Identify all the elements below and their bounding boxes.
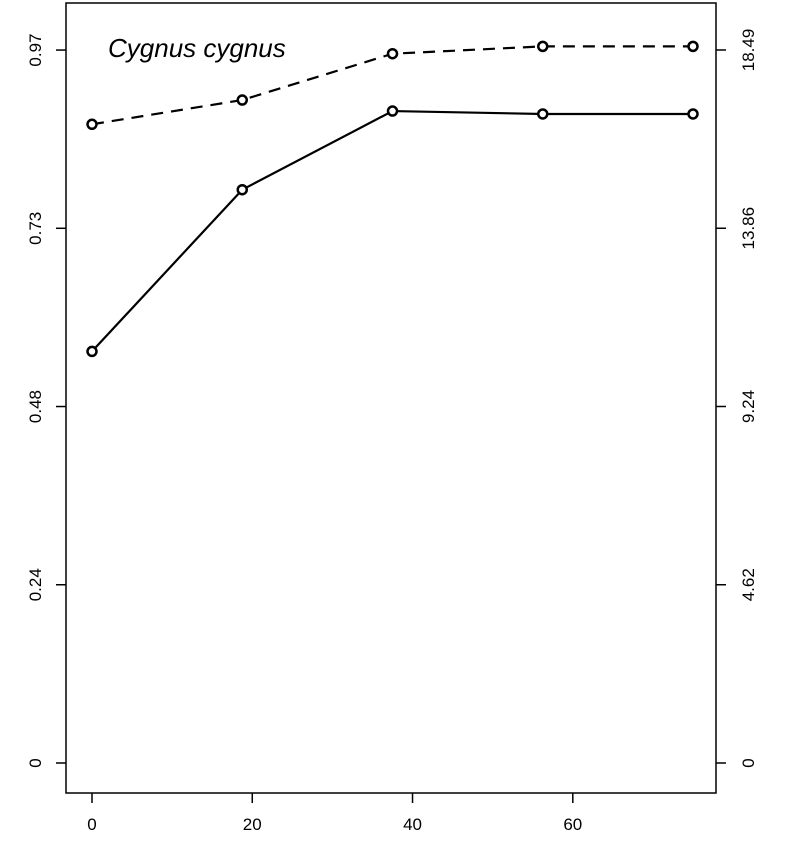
axes: 0 20 40 60 0 0.24 0.48 0.73 0.97 0 4.62 9.24 13.86 18… (26, 29, 758, 834)
series-1-point (537, 108, 549, 120)
y-left-tick-label: 0 (26, 758, 45, 767)
y-left-tick-label: 0.48 (26, 390, 45, 423)
series-2-point (687, 40, 699, 53)
series-2-point (386, 47, 399, 60)
y-left-tick-label: 0.73 (26, 212, 45, 245)
y-right-tick-label: 4.62 (739, 568, 758, 601)
series-1-point (86, 345, 98, 358)
series-2-point (236, 94, 248, 106)
series-layer (86, 40, 699, 358)
series-1-point (687, 108, 699, 120)
y-right-tick-label: 0 (739, 758, 758, 767)
chart-title: Cygnus cygnus (108, 33, 286, 63)
y-left-tick-label: 0.97 (26, 34, 45, 67)
series-2-point (86, 118, 98, 131)
x-tick-label: 40 (403, 815, 422, 834)
x-tick-label: 60 (563, 815, 582, 834)
y-right-tick-label: 18.49 (739, 29, 758, 72)
series-2-point (537, 40, 549, 53)
y-right-tick-label: 13.86 (739, 207, 758, 250)
series-line-1 (91, 109, 693, 353)
y-right-tick-label: 9.24 (739, 390, 758, 423)
y-left-tick-label: 0.24 (26, 568, 45, 601)
series-1-point (236, 183, 248, 196)
series-1-point (386, 105, 399, 117)
plot-frame (65, 2, 717, 794)
x-tick-label: 20 (243, 815, 262, 834)
x-tick-label: 0 (87, 815, 96, 834)
